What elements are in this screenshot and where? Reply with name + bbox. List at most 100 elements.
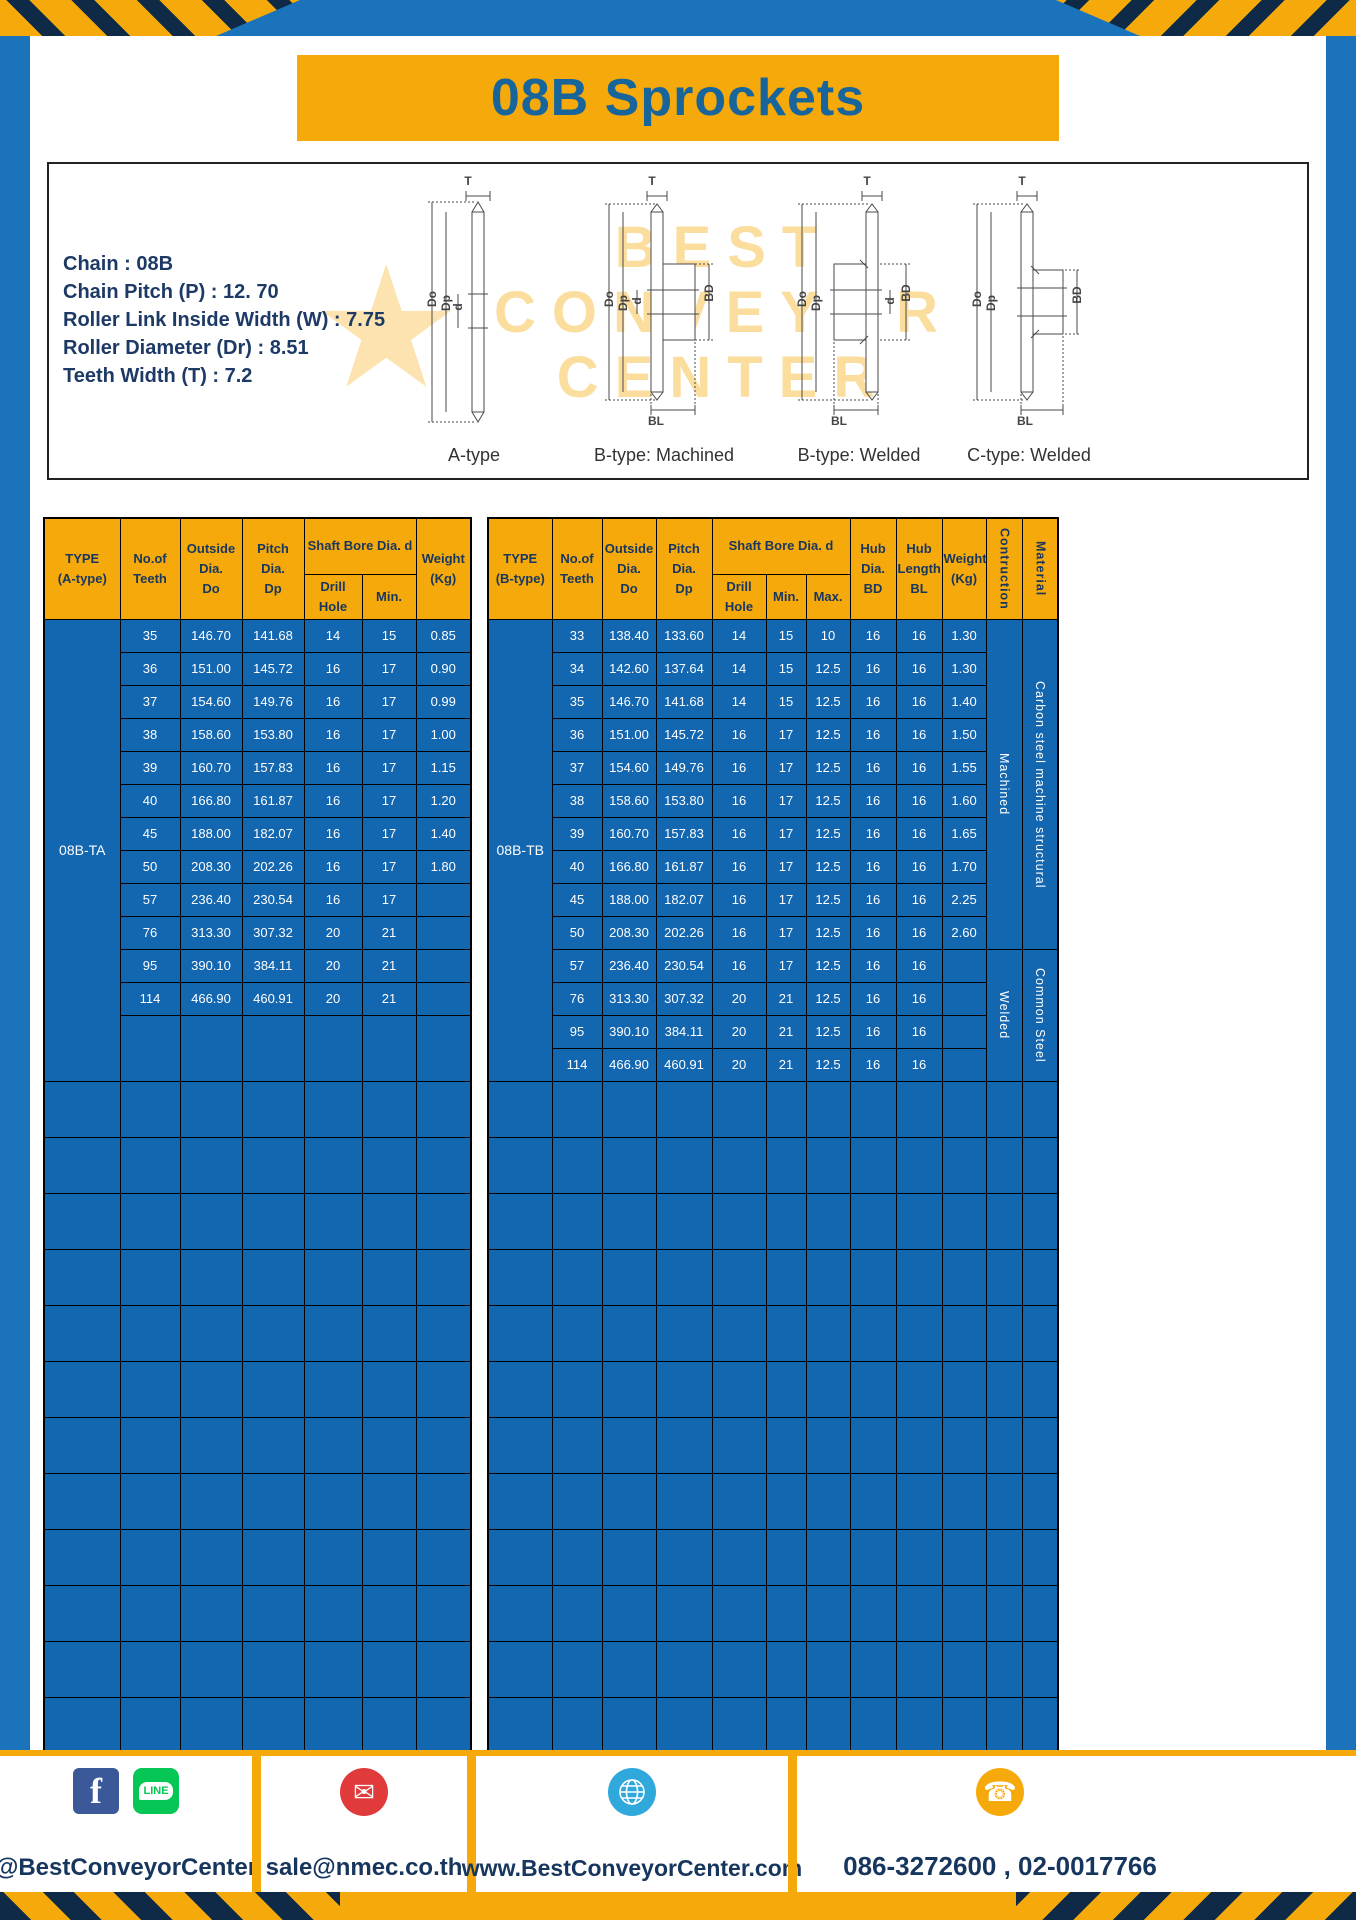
table-row: 35 146.70 141.68 14 15 12.5 16 16 1.40 [488,684,1058,719]
table-cell: 57 [551,948,603,983]
table-cell [941,1248,987,1306]
table-cell [43,1360,121,1418]
table-cell: 16 [711,750,767,785]
table-cell: 141.68 [241,618,305,653]
table-cell [361,1416,417,1474]
table-cell: 17 [765,915,807,950]
table-cell: 16 [849,717,897,752]
diagram-caption: B-type: Welded [797,445,921,465]
table-cell: 16 [303,750,363,785]
table-cell [895,1360,943,1418]
table-cell [179,1080,243,1138]
table-cell: 145.72 [241,651,305,686]
table-cell: 17 [765,783,807,818]
table-cell [941,1192,987,1250]
table-cell [711,1136,767,1194]
table-type-cell: 08B-TA [43,618,121,1082]
table-cell [303,1472,363,1530]
table-b-body: 08B-TB 33 138.40 133.60 14 15 10 16 16 1.30 Machin… [487,618,1059,1754]
table-cell [805,1080,851,1138]
table-cell: 45 [119,816,181,851]
table-cell [487,1360,553,1418]
table-cell [551,1640,603,1698]
table-cell [895,1584,943,1642]
table-cell [487,1472,553,1530]
table-cell [119,1248,181,1306]
table-cell: 37 [551,750,603,785]
table-cell [179,1584,243,1642]
email-icon: ✉ [340,1768,388,1816]
table-b-type-sprockets: TYPE (B-type) No.of Teeth Outside Dia. D… [487,517,1060,1755]
table-cell: 2.60 [941,915,987,950]
col-header-hub-length: Hub Length BL [895,517,943,620]
table-row: 114 466.90 460.91 20 21 12.5 16 16 [488,1047,1058,1082]
table-cell: 35 [119,618,181,653]
table-row: 45 188.00 182.07 16 17 1.40 [44,816,472,851]
table-cell: 141.68 [655,684,713,719]
table-cell: 16 [895,651,943,686]
table-cell [241,1014,305,1082]
table-cell: 390.10 [179,948,243,983]
table-cell: 1.40 [941,684,987,719]
table-cell [415,1192,472,1250]
content-sheet: 08B Sprockets ★ BEST CONVEYOR CENTER Cha… [30,36,1326,1755]
table-cell [941,1416,987,1474]
table-cell [1021,1528,1059,1586]
table-cell [711,1528,767,1586]
table-cell [487,1584,553,1642]
table-cell [895,1472,943,1530]
table-cell: 21 [361,915,417,950]
table-cell: 57 [119,882,181,917]
table-cell [487,1136,553,1194]
table-cell: 16 [711,882,767,917]
table-cell: 16 [303,684,363,719]
dim-label-t: T [464,174,472,188]
table-cell [43,1696,121,1754]
table-cell [179,1640,243,1698]
table-cell: 12.5 [805,717,851,752]
table-cell: 16 [303,849,363,884]
diagram-caption: B-type: Machined [593,445,735,465]
table-row: 39 160.70 157.83 16 17 1.15 [44,750,472,785]
table-cell [805,1248,851,1306]
table-cell [805,1696,851,1754]
table-cell [941,1584,987,1642]
table-cell [941,1360,987,1418]
table-cell: 1.40 [415,816,472,851]
sprocket-section-drawing [798,191,910,415]
table-cell [849,1416,897,1474]
table-cell [985,1416,1023,1474]
table-cell: 151.00 [601,717,657,752]
table-cell [415,1584,472,1642]
table-row: 34 142.60 137.64 14 15 12.5 16 16 1.30 [488,651,1058,686]
table-cell [43,1192,121,1250]
table-cell [241,1304,305,1362]
table-cell [711,1248,767,1306]
table-cell: 114 [551,1047,603,1082]
table-cell [655,1640,713,1698]
empty-row [487,1360,1059,1418]
material-group-cell: Common Steel [1021,948,1059,1082]
table-cell [303,1584,363,1642]
footer-email-section: ✉ sale@nmec.co.th [261,1756,467,1892]
table-cell [655,1248,713,1306]
table-cell: 1.30 [941,618,987,653]
table-cell [765,1192,807,1250]
col-header-teeth: No.of Teeth [119,517,181,620]
table-cell: 16 [849,981,897,1016]
table-cell: 1.70 [941,849,987,884]
table-cell [985,1472,1023,1530]
table-cell [43,1640,121,1698]
table-cell [941,1528,987,1586]
table-row: 50 208.30 202.26 16 17 1.80 [44,849,472,884]
star-logo-icon: ★ [319,244,454,412]
table-cell: 158.60 [601,783,657,818]
material-group-cell: Carbon steel machine structural [1021,618,1059,950]
table-cell: 12.5 [805,981,851,1016]
table-cell: 1.15 [415,750,472,785]
table-type-cell: 08B-TB [487,618,553,1082]
table-cell [765,1136,807,1194]
table-cell: 17 [361,816,417,851]
table-cell [805,1136,851,1194]
table-row: 95 390.10 384.11 20 21 [44,948,472,983]
